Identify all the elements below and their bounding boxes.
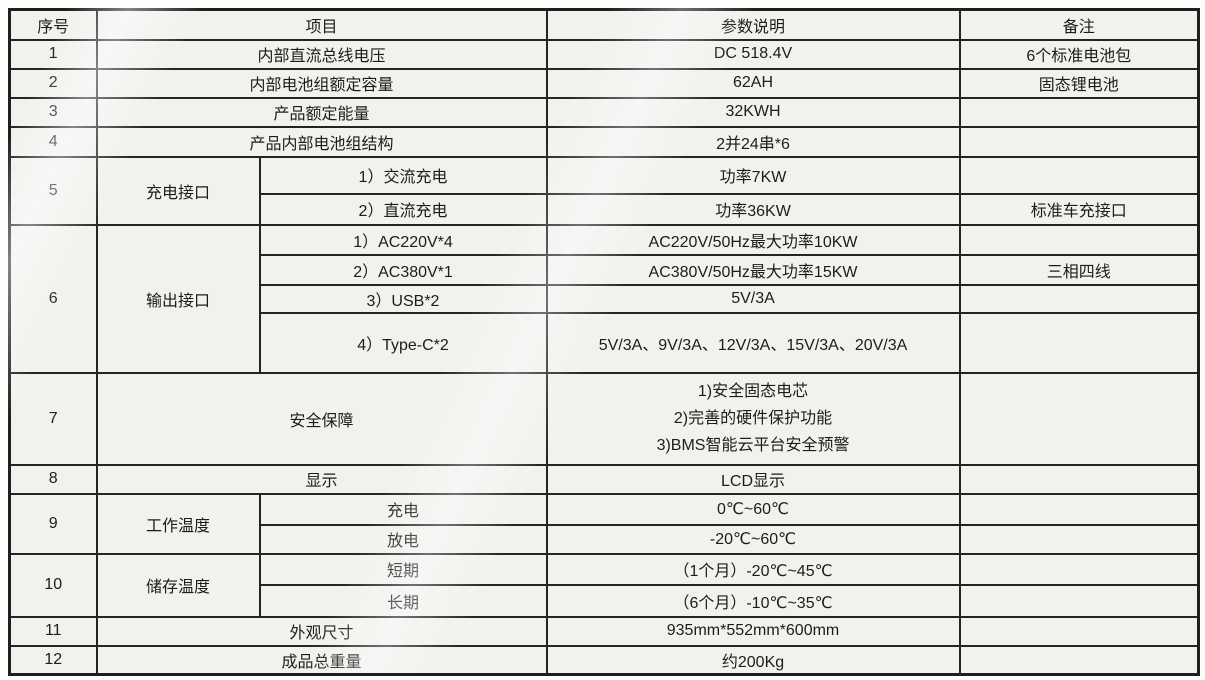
table-row: 3 产品额定能量 32KWH (8, 96, 1200, 128)
param-cell: （6个月）-10℃~35℃ (545, 583, 961, 618)
param-cell: （1个月）-20℃~45℃ (545, 552, 961, 586)
param-cell: 32KWH (545, 96, 961, 128)
param-cell: -20℃~60℃ (545, 523, 961, 555)
param-cell: DC 518.4V (545, 38, 961, 70)
remark-cell (958, 125, 1200, 158)
table-row: 8 显示 LCD显示 (8, 463, 1200, 495)
remark-cell (958, 463, 1200, 495)
item-group-cell: 储存温度 (95, 552, 261, 618)
row-number: 6 (8, 223, 98, 374)
remark-cell (958, 615, 1200, 647)
remark-cell (958, 96, 1200, 128)
item-group-cell: 充电接口 (95, 155, 261, 226)
remark-cell (958, 552, 1200, 586)
param-cell: 935mm*552mm*600mm (545, 615, 961, 647)
table-row: 11 外观尺寸 935mm*552mm*600mm (8, 615, 1200, 647)
header-item: 项目 (95, 8, 548, 41)
row-number: 7 (8, 371, 98, 466)
param-line: 3)BMS智能云平台安全预警 (656, 437, 850, 454)
table-row: 3）USB*2 5V/3A (10, 283, 1200, 314)
item-cell: 成品总重量 (95, 644, 548, 676)
row-number: 12 (8, 644, 98, 676)
param-cell: 5V/3A、9V/3A、12V/3A、15V/3A、20V/3A (545, 311, 961, 374)
remark-cell (958, 583, 1200, 618)
table-row: 4）Type-C*2 5V/3A、9V/3A、12V/3A、15V/3A、20V… (10, 311, 1200, 374)
param-cell: 62AH (545, 67, 961, 99)
table-row: 10 储存温度 短期 （1个月）-20℃~45℃ (8, 552, 1200, 618)
header-row: 序号 项目 参数说明 备注 (8, 8, 1200, 41)
sub-item-cell: 3）USB*2 (258, 283, 548, 314)
param-cell: AC220V/50Hz最大功率10KW (545, 223, 961, 256)
param-cell: 2并24串*6 (545, 125, 961, 158)
item-cell: 产品内部电池组结构 (95, 125, 548, 158)
item-cell: 产品额定能量 (95, 96, 548, 128)
row-number: 5 (8, 155, 98, 226)
row-number: 2 (8, 67, 98, 99)
remark-cell (958, 644, 1200, 676)
item-group-cell: 输出接口 (95, 223, 261, 374)
table-row: 放电 -20℃~60℃ (10, 523, 1200, 555)
row-number: 4 (8, 125, 98, 158)
table-row: 2）直流充电 功率36KW 标准车充接口 (10, 192, 1200, 226)
table-row: 7 安全保障 1)安全固态电芯 2)完善的硬件保护功能 3)BMS智能云平台安全… (8, 371, 1200, 466)
table-row: 2 内部电池组额定容量 62AH 固态锂电池 (8, 67, 1200, 99)
spec-table-container: 序号 项目 参数说明 备注 1 内部直流总线电压 DC 518.4V 6个标准电… (8, 8, 1201, 676)
param-cell: 5V/3A (545, 283, 961, 314)
remark-cell: 6个标准电池包 (958, 38, 1200, 70)
sub-item-cell: 充电 (258, 492, 548, 526)
spec-table: 序号 项目 参数说明 备注 1 内部直流总线电压 DC 518.4V 6个标准电… (8, 8, 1201, 676)
header-no: 序号 (8, 8, 98, 41)
row-number: 10 (8, 552, 98, 618)
table-row: 1 内部直流总线电压 DC 518.4V 6个标准电池包 (8, 38, 1200, 70)
param-cell: AC380V/50Hz最大功率15KW (545, 253, 961, 286)
header-param: 参数说明 (545, 8, 961, 41)
param-cell: 功率36KW (545, 192, 961, 226)
item-cell: 内部电池组额定容量 (95, 67, 548, 99)
row-number: 1 (8, 38, 98, 70)
param-cell: 0℃~60℃ (545, 492, 961, 526)
remark-cell (958, 371, 1200, 466)
sub-item-cell: 2）直流充电 (258, 192, 548, 226)
param-line: 1)安全固态电芯 (697, 383, 809, 400)
param-cell: 功率7KW (545, 155, 961, 195)
param-cell: LCD显示 (545, 463, 961, 495)
header-remark: 备注 (958, 8, 1200, 41)
sub-item-cell: 长期 (258, 583, 548, 618)
table-row: 4 产品内部电池组结构 2并24串*6 (8, 125, 1200, 158)
row-number: 8 (8, 463, 98, 495)
table-row: 长期 （6个月）-10℃~35℃ (10, 583, 1200, 618)
remark-cell: 固态锂电池 (958, 67, 1200, 99)
row-number: 3 (8, 96, 98, 128)
remark-cell: 三相四线 (958, 253, 1200, 286)
remark-cell (958, 155, 1200, 195)
param-cell: 约200Kg (545, 644, 961, 676)
table-row: 2）AC380V*1 AC380V/50Hz最大功率15KW 三相四线 (10, 253, 1200, 286)
param-cell: 1)安全固态电芯 2)完善的硬件保护功能 3)BMS智能云平台安全预警 (545, 371, 961, 466)
item-cell: 显示 (95, 463, 548, 495)
sub-item-cell: 4）Type-C*2 (258, 311, 548, 374)
remark-cell: 标准车充接口 (958, 192, 1200, 226)
sub-item-cell: 放电 (258, 523, 548, 555)
remark-cell (958, 523, 1200, 555)
param-line: 2)完善的硬件保护功能 (673, 410, 833, 427)
row-number: 9 (8, 492, 98, 555)
item-cell: 内部直流总线电压 (95, 38, 548, 70)
table-row: 12 成品总重量 约200Kg (8, 644, 1200, 676)
row-number: 11 (8, 615, 98, 647)
table-row: 6 输出接口 1）AC220V*4 AC220V/50Hz最大功率10KW (8, 223, 1200, 374)
sub-item-cell: 短期 (258, 552, 548, 586)
table-row: 5 充电接口 1）交流充电 功率7KW (8, 155, 1200, 226)
sub-item-cell: 1）AC220V*4 (258, 223, 548, 256)
sub-item-cell: 1）交流充电 (258, 155, 548, 195)
remark-cell (958, 223, 1200, 256)
sub-item-cell: 2）AC380V*1 (258, 253, 548, 286)
remark-cell (958, 283, 1200, 314)
remark-cell (958, 311, 1200, 374)
table-row: 9 工作温度 充电 0℃~60℃ (8, 492, 1200, 555)
item-group-cell: 工作温度 (95, 492, 261, 555)
item-cell: 外观尺寸 (95, 615, 548, 647)
remark-cell (958, 492, 1200, 526)
item-cell: 安全保障 (95, 371, 548, 466)
